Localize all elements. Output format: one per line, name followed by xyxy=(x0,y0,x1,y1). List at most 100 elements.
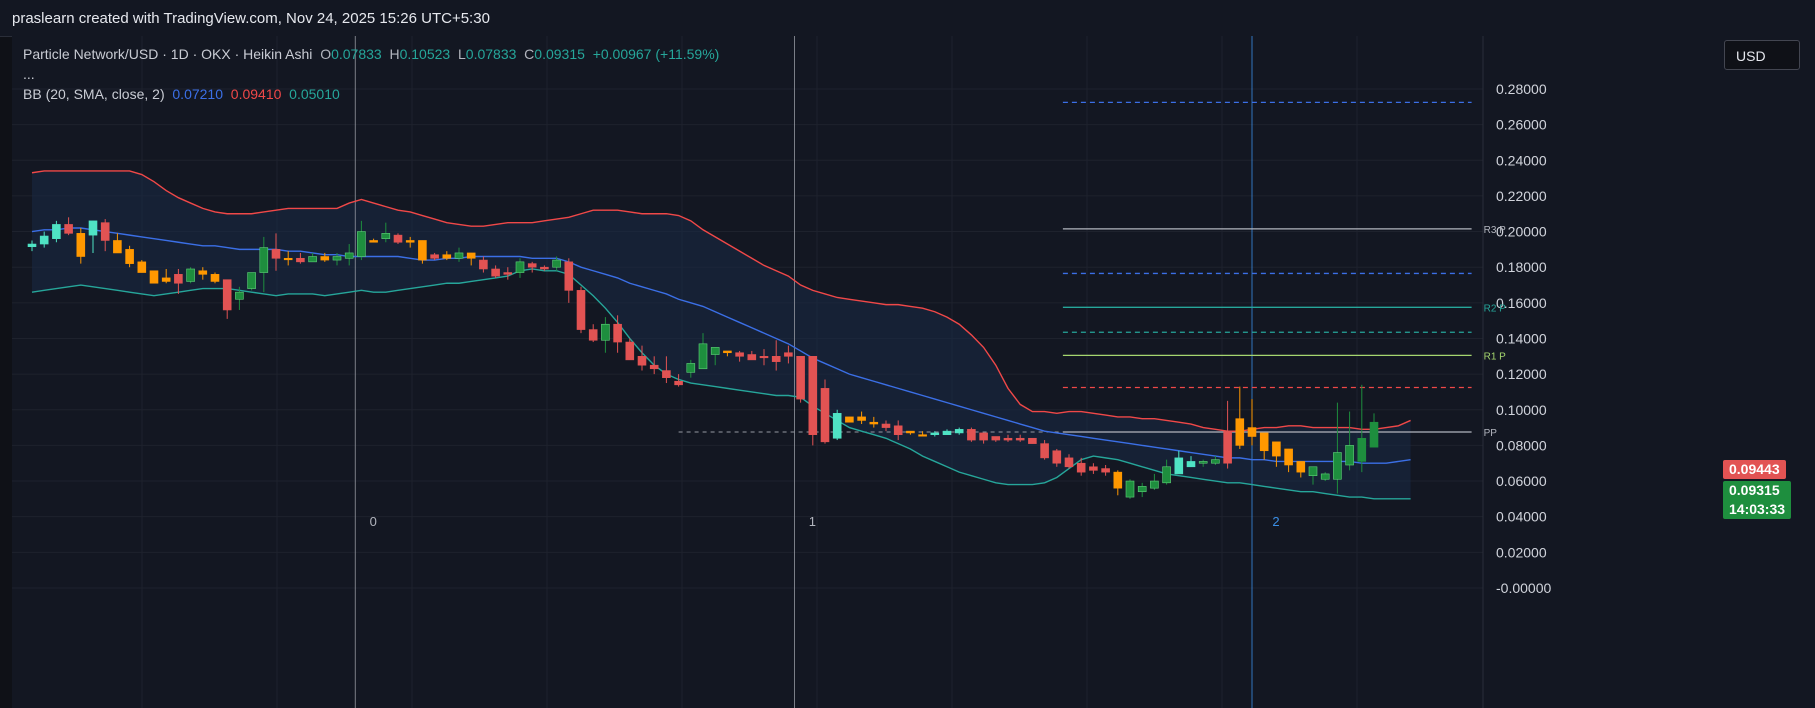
candle-body[interactable] xyxy=(930,432,940,436)
candle-body[interactable] xyxy=(1101,468,1110,473)
candle-body[interactable] xyxy=(832,413,842,439)
candle-body[interactable] xyxy=(552,259,561,268)
candle-body[interactable] xyxy=(1320,473,1330,480)
candle-body[interactable] xyxy=(1028,437,1037,444)
candle-body[interactable] xyxy=(369,240,378,243)
candle-body[interactable] xyxy=(796,355,805,400)
candle-body[interactable] xyxy=(735,352,744,357)
candle-body[interactable] xyxy=(357,231,366,257)
candle-body[interactable] xyxy=(954,429,964,434)
candle-body[interactable] xyxy=(76,233,86,257)
candle-body[interactable] xyxy=(1223,430,1232,464)
candle-body[interactable] xyxy=(64,224,73,234)
candle-body[interactable] xyxy=(1137,486,1147,493)
candle-body[interactable] xyxy=(515,261,525,273)
candle-body[interactable] xyxy=(113,240,122,254)
candle-body[interactable] xyxy=(320,256,330,261)
candle-body[interactable] xyxy=(588,329,598,341)
candle-body[interactable] xyxy=(967,429,976,441)
currency-button[interactable]: USD xyxy=(1724,40,1800,70)
candle-body[interactable] xyxy=(1089,466,1098,471)
candle-body[interactable] xyxy=(1150,480,1159,489)
candle-body[interactable] xyxy=(442,254,452,259)
candle-body[interactable] xyxy=(1211,459,1220,464)
bb-lower-line[interactable] xyxy=(31,268,1411,500)
candle-body[interactable] xyxy=(1174,457,1184,475)
candle-body[interactable] xyxy=(1259,432,1269,452)
chart-pane[interactable]: 0.28000 0.26000 0.24000 0.22000 0.20000 0.180… xyxy=(12,36,1815,708)
candle-body[interactable] xyxy=(466,252,476,259)
chart-canvas[interactable]: 0.28000 0.26000 0.24000 0.22000 0.20000 0.180… xyxy=(12,36,1815,708)
candle-body[interactable] xyxy=(1064,457,1074,468)
candle-body[interactable] xyxy=(942,430,952,436)
candle-body[interactable] xyxy=(100,222,110,241)
candle-body[interactable] xyxy=(1369,421,1379,448)
candle-body[interactable] xyxy=(235,291,244,300)
candle-body[interactable] xyxy=(27,243,37,248)
candle-body[interactable] xyxy=(1308,466,1318,476)
candle-body[interactable] xyxy=(918,434,927,437)
candle-body[interactable] xyxy=(1015,437,1025,441)
candle-body[interactable] xyxy=(881,423,891,428)
candle-body[interactable] xyxy=(991,436,1001,441)
candle-body[interactable] xyxy=(149,270,159,284)
candle-body[interactable] xyxy=(222,279,232,311)
candle-body[interactable] xyxy=(906,430,915,434)
candle-body[interactable] xyxy=(869,421,879,425)
candle-body[interactable] xyxy=(662,370,671,378)
candle-body[interactable] xyxy=(137,261,147,273)
candle-body[interactable] xyxy=(808,355,818,436)
candle-body[interactable] xyxy=(564,261,574,291)
candle-body[interactable] xyxy=(491,268,500,277)
candle-body[interactable] xyxy=(613,323,622,343)
candle-body[interactable] xyxy=(52,224,61,239)
candle-body[interactable] xyxy=(1162,466,1171,484)
candle-body[interactable] xyxy=(405,240,415,243)
candle-body[interactable] xyxy=(686,363,696,373)
candle-body[interactable] xyxy=(1125,480,1135,498)
candle-body[interactable] xyxy=(527,263,537,268)
candle-body[interactable] xyxy=(747,354,757,361)
candle-body[interactable] xyxy=(430,254,439,259)
candle-body[interactable] xyxy=(1296,461,1306,473)
candle-body[interactable] xyxy=(210,274,220,282)
candle-body[interactable] xyxy=(1198,461,1208,464)
candle-body[interactable] xyxy=(857,416,866,421)
candle-body[interactable] xyxy=(88,220,98,236)
candle-body[interactable] xyxy=(1040,443,1049,459)
candle-body[interactable] xyxy=(39,235,49,245)
legend-row-bb[interactable]: BB (20, SMA, close, 2) 0.07210 0.09410 0… xyxy=(23,84,719,104)
candle-body[interactable] xyxy=(271,249,281,259)
candle-body[interactable] xyxy=(979,432,988,441)
candle-body[interactable] xyxy=(381,233,391,239)
candle-body[interactable] xyxy=(723,350,732,354)
candle-body[interactable] xyxy=(283,257,293,261)
candle-body[interactable] xyxy=(771,355,781,362)
legend-more-button[interactable]: ... xyxy=(23,66,35,82)
candle-body[interactable] xyxy=(308,256,317,263)
symbol-title[interactable]: Particle Network/USD · 1D · OKX · Heikin… xyxy=(23,46,313,62)
candle-body[interactable] xyxy=(893,425,903,436)
candle-body[interactable] xyxy=(784,352,793,357)
candle-body[interactable] xyxy=(698,343,708,370)
candle-body[interactable] xyxy=(198,270,208,275)
candle-body[interactable] xyxy=(296,257,305,263)
candle-body[interactable] xyxy=(637,355,647,366)
candle-body[interactable] xyxy=(1272,441,1281,457)
candle-body[interactable] xyxy=(759,355,769,359)
candle-body[interactable] xyxy=(454,252,464,259)
candle-body[interactable] xyxy=(1052,450,1062,464)
candle-body[interactable] xyxy=(710,347,720,355)
candle-body[interactable] xyxy=(393,234,403,243)
candle-body[interactable] xyxy=(1345,445,1354,466)
bb-upper-line[interactable] xyxy=(31,170,1411,432)
candle-body[interactable] xyxy=(845,416,854,423)
candle-body[interactable] xyxy=(247,272,256,289)
candle-body[interactable] xyxy=(1186,461,1196,468)
candle-body[interactable] xyxy=(820,388,830,443)
candle-body[interactable] xyxy=(1284,448,1293,466)
candle-body[interactable] xyxy=(259,247,269,273)
candle-body[interactable] xyxy=(1333,452,1342,480)
candle-body[interactable] xyxy=(479,259,488,270)
candle-body[interactable] xyxy=(1003,437,1013,441)
